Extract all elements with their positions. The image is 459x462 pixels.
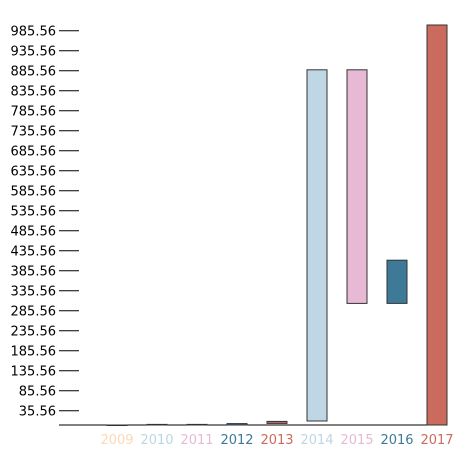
y-tick-label: 585.56 <box>11 184 57 199</box>
y-tick-label: 985.56 <box>11 24 57 39</box>
y-tick-label: 735.56 <box>11 124 57 139</box>
x-tick-label: 2017 <box>420 433 453 448</box>
y-tick-label: 385.56 <box>11 264 57 279</box>
y-tick-label: 685.56 <box>11 144 57 159</box>
y-tick-label: 335.56 <box>11 284 57 299</box>
y-tick-label: 35.56 <box>19 404 56 419</box>
y-tick-label: 435.56 <box>11 244 57 259</box>
x-tick-label: 2013 <box>260 433 293 448</box>
x-tick-label: 2012 <box>220 433 253 448</box>
bar-2011 <box>186 423 208 426</box>
y-tick-label: 85.56 <box>19 384 56 399</box>
y-tick-label: 235.56 <box>11 324 57 339</box>
y-tick-label: 185.56 <box>11 344 57 359</box>
bar-2013 <box>266 420 288 424</box>
x-tick-label: 2015 <box>340 433 373 448</box>
y-tick-label: 635.56 <box>11 164 57 179</box>
x-tick-label: 2011 <box>180 433 213 448</box>
x-tick-label: 2016 <box>380 433 413 448</box>
y-tick-label: 285.56 <box>11 304 57 319</box>
bars <box>106 24 448 426</box>
bar-2010 <box>146 423 168 426</box>
bar-2012 <box>226 423 248 426</box>
y-tick-label: 935.56 <box>11 44 57 59</box>
bar-2016 <box>386 259 408 304</box>
y-tick-label: 485.56 <box>11 224 57 239</box>
y-tick-label: 835.56 <box>11 84 57 99</box>
bar-2017 <box>426 24 448 426</box>
x-axis-labels: 2009 2010 2011 2012 2013 2014 2015 2016 2017 <box>100 433 453 448</box>
y-tick-label: 135.56 <box>11 364 57 379</box>
x-tick-label: 2009 <box>100 433 133 448</box>
bar-2009 <box>106 424 128 426</box>
bar-2015 <box>346 69 368 304</box>
y-tick-label: 535.56 <box>11 204 57 219</box>
x-tick-label: 2014 <box>300 433 333 448</box>
x-tick-label: 2010 <box>140 433 173 448</box>
y-tick-label: 785.56 <box>11 104 57 119</box>
y-axis: 35.56 85.56 135.56 185.56 235.56 285.56 335.56… <box>11 24 79 419</box>
bar-2014 <box>306 69 328 422</box>
y-tick-label: 885.56 <box>11 64 57 79</box>
